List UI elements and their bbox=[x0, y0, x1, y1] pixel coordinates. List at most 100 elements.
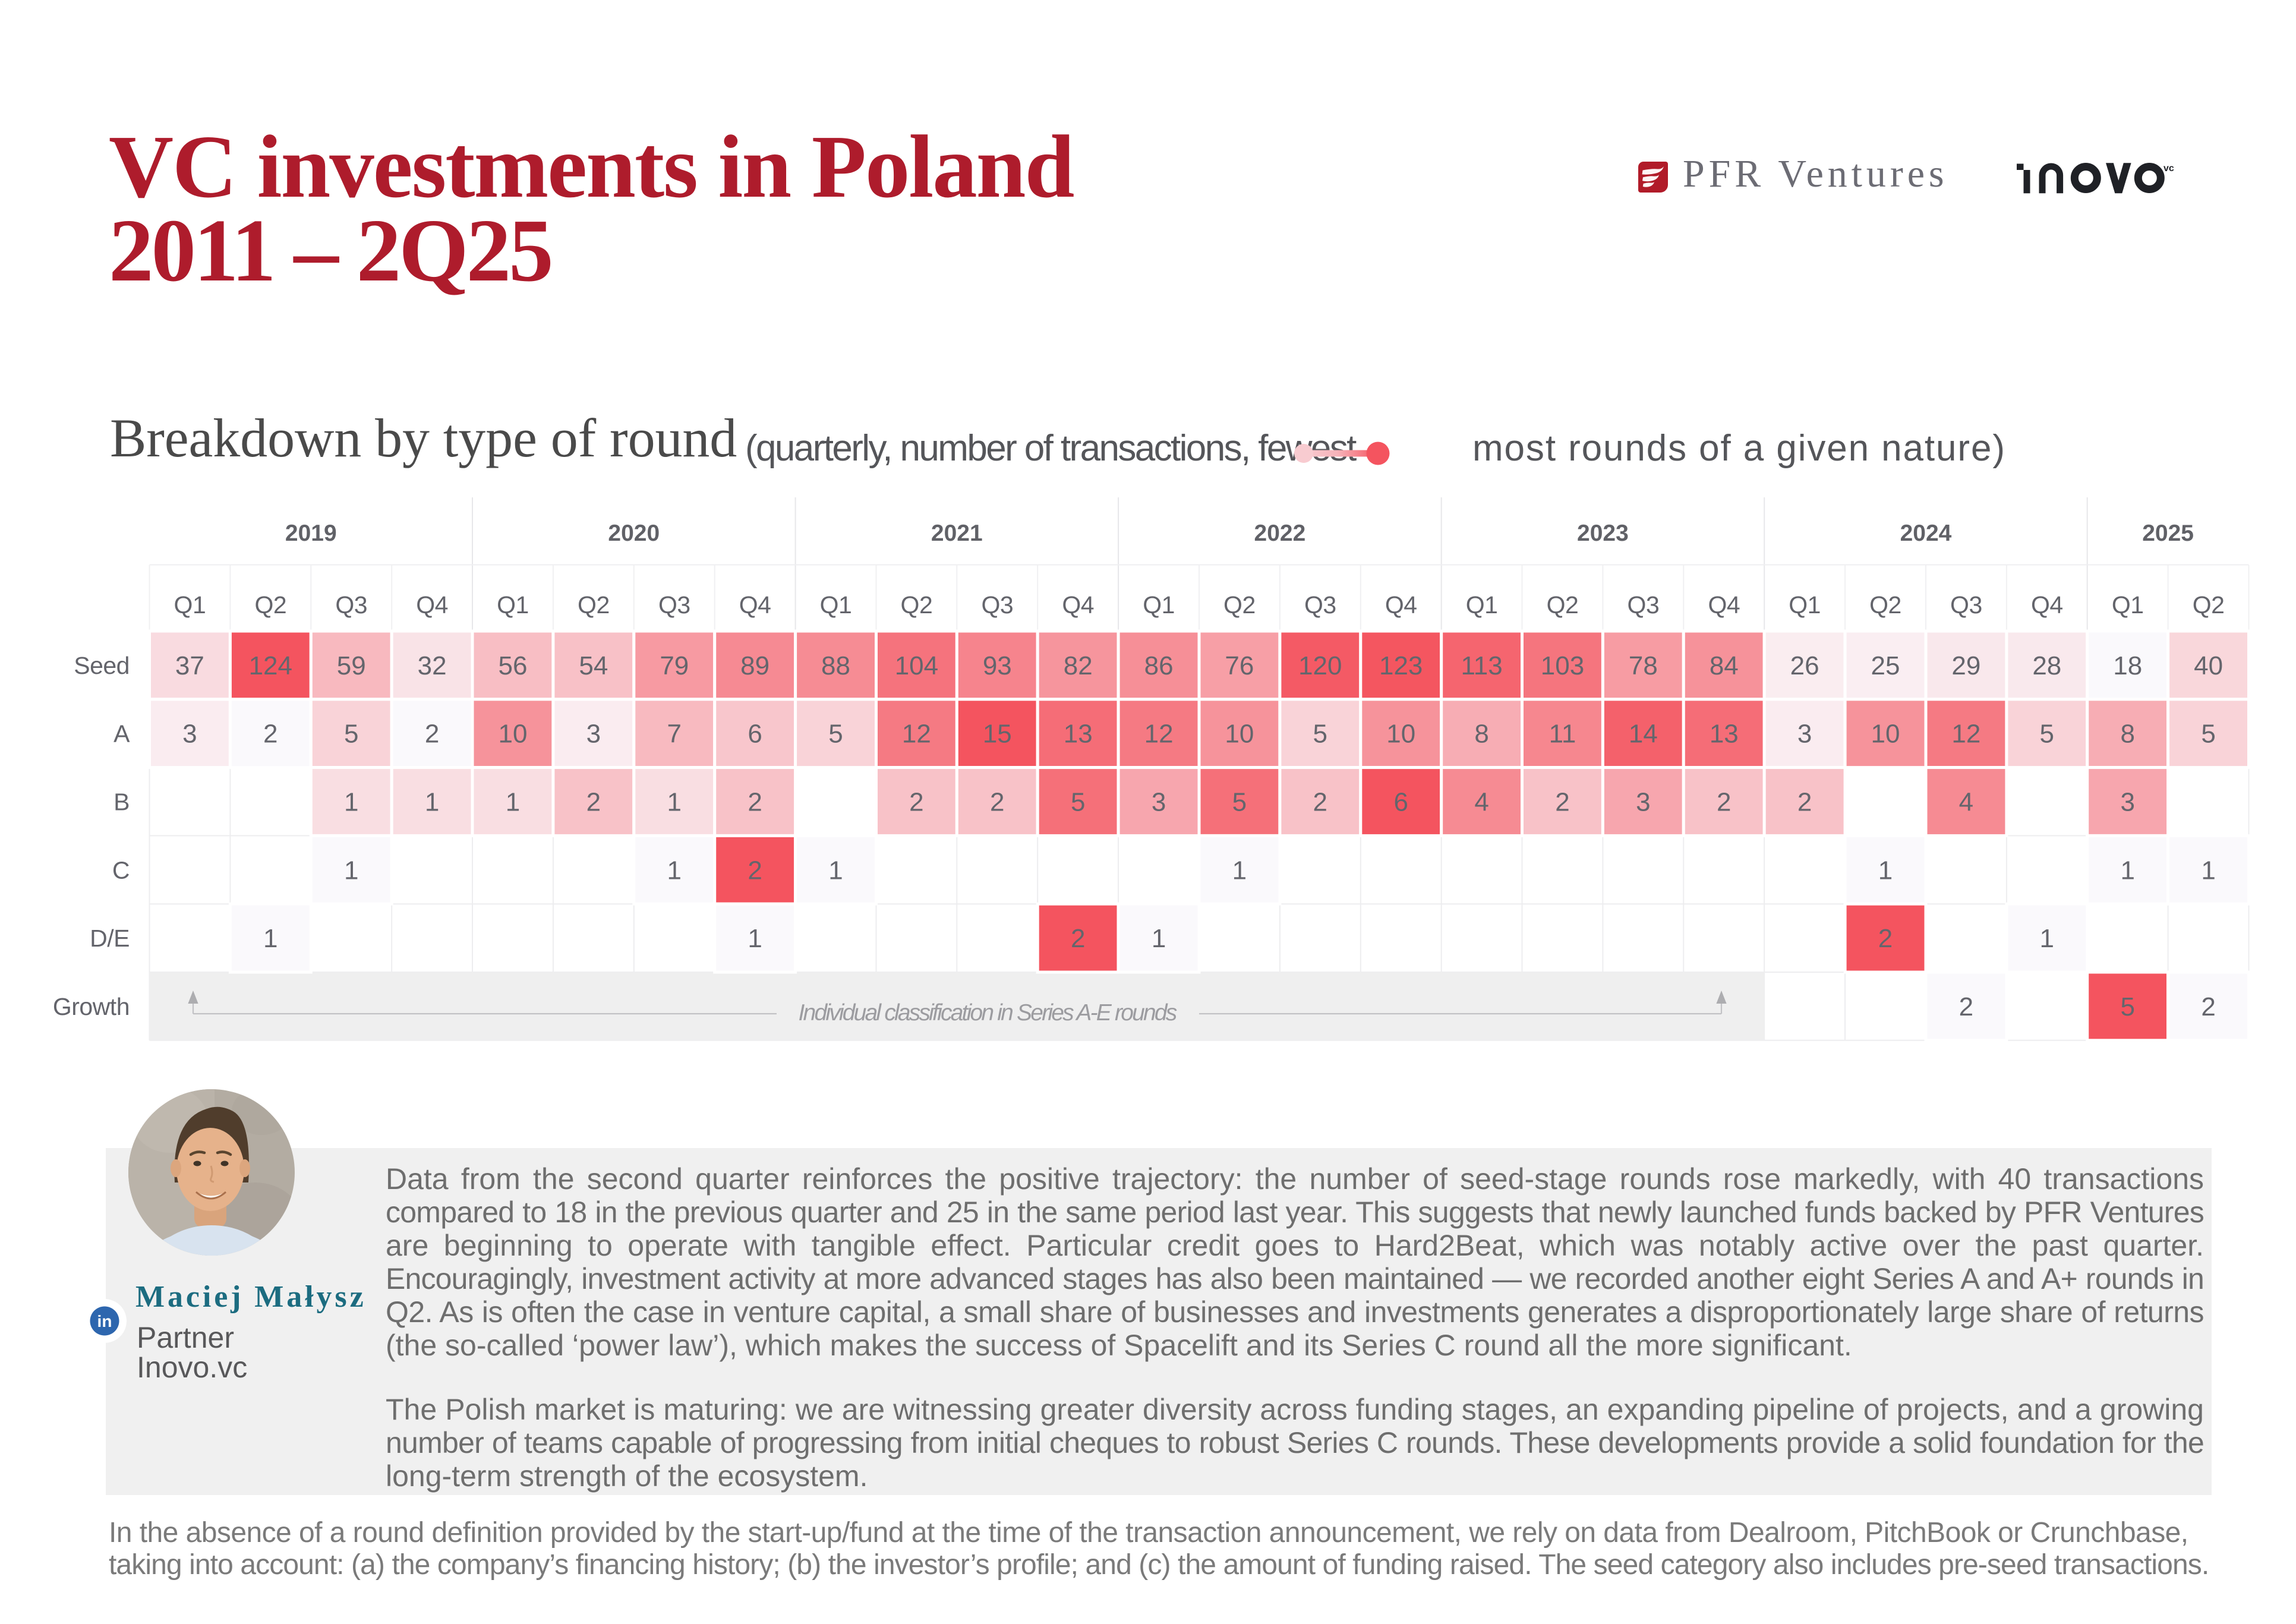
svg-text:4: 4 bbox=[1959, 788, 1973, 817]
svg-text:Q3: Q3 bbox=[981, 591, 1013, 619]
svg-text:1: 1 bbox=[263, 924, 277, 953]
svg-text:93: 93 bbox=[983, 651, 1012, 680]
svg-text:Q3: Q3 bbox=[658, 591, 690, 619]
svg-text:Q4: Q4 bbox=[1385, 591, 1417, 619]
svg-text:Q3: Q3 bbox=[1628, 591, 1660, 619]
svg-text:Individual classification in S: Individual classification in Series A-E … bbox=[799, 1000, 1177, 1026]
svg-text:2: 2 bbox=[909, 788, 923, 817]
svg-text:56: 56 bbox=[499, 651, 528, 680]
svg-text:Seed: Seed bbox=[74, 652, 130, 679]
svg-text:Q1: Q1 bbox=[174, 591, 206, 619]
svg-text:1: 1 bbox=[1878, 856, 1893, 885]
svg-text:120: 120 bbox=[1298, 651, 1342, 680]
svg-text:2: 2 bbox=[1717, 788, 1731, 817]
svg-text:113: 113 bbox=[1461, 651, 1503, 680]
svg-text:78: 78 bbox=[1629, 651, 1658, 680]
svg-text:5: 5 bbox=[828, 720, 843, 749]
svg-text:5: 5 bbox=[2040, 720, 2054, 749]
svg-text:Q3: Q3 bbox=[335, 591, 367, 619]
svg-text:5: 5 bbox=[1232, 788, 1247, 817]
svg-text:2025: 2025 bbox=[2142, 521, 2194, 546]
svg-text:2: 2 bbox=[425, 720, 439, 749]
svg-text:Q2: Q2 bbox=[1869, 591, 1901, 619]
svg-text:2: 2 bbox=[748, 856, 762, 885]
svg-text:2: 2 bbox=[1071, 924, 1085, 953]
svg-text:Q4: Q4 bbox=[416, 591, 448, 619]
svg-text:103: 103 bbox=[1541, 651, 1584, 680]
svg-text:2: 2 bbox=[990, 788, 1004, 817]
svg-text:Q4: Q4 bbox=[1708, 591, 1740, 619]
svg-text:Q2: Q2 bbox=[578, 591, 610, 619]
svg-text:Q2: Q2 bbox=[1547, 591, 1579, 619]
svg-text:1: 1 bbox=[1152, 924, 1166, 953]
svg-text:10: 10 bbox=[499, 720, 528, 749]
svg-text:40: 40 bbox=[2194, 651, 2223, 680]
svg-text:2023: 2023 bbox=[1577, 521, 1629, 546]
svg-text:2: 2 bbox=[1959, 992, 1973, 1021]
svg-text:88: 88 bbox=[821, 651, 850, 680]
svg-text:1: 1 bbox=[1232, 856, 1247, 885]
svg-text:Q1: Q1 bbox=[1143, 591, 1175, 619]
svg-text:2: 2 bbox=[1555, 788, 1569, 817]
svg-text:13: 13 bbox=[1064, 720, 1093, 749]
svg-text:B: B bbox=[113, 789, 130, 816]
svg-text:14: 14 bbox=[1629, 720, 1658, 749]
svg-text:Q1: Q1 bbox=[2112, 591, 2144, 619]
svg-text:5: 5 bbox=[344, 720, 358, 749]
svg-text:54: 54 bbox=[579, 651, 608, 680]
svg-text:3: 3 bbox=[1152, 788, 1166, 817]
svg-text:C: C bbox=[112, 856, 130, 884]
svg-text:5: 5 bbox=[2120, 992, 2134, 1021]
svg-text:37: 37 bbox=[175, 651, 204, 680]
svg-text:104: 104 bbox=[895, 651, 938, 680]
svg-text:Q1: Q1 bbox=[1466, 591, 1498, 619]
svg-text:Q2: Q2 bbox=[1223, 591, 1256, 619]
svg-text:1: 1 bbox=[828, 856, 843, 885]
svg-text:2020: 2020 bbox=[608, 521, 660, 546]
svg-text:1: 1 bbox=[2120, 856, 2134, 885]
svg-text:1: 1 bbox=[344, 856, 358, 885]
svg-text:2022: 2022 bbox=[1254, 521, 1306, 546]
svg-text:1: 1 bbox=[667, 788, 682, 817]
svg-text:124: 124 bbox=[249, 651, 292, 680]
svg-text:59: 59 bbox=[337, 651, 366, 680]
svg-text:10: 10 bbox=[1386, 720, 1415, 749]
svg-text:82: 82 bbox=[1064, 651, 1093, 680]
svg-text:1: 1 bbox=[2201, 856, 2215, 885]
svg-text:Q3: Q3 bbox=[1950, 591, 1982, 619]
svg-text:11: 11 bbox=[1549, 720, 1576, 749]
svg-text:Q2: Q2 bbox=[901, 591, 933, 619]
svg-text:12: 12 bbox=[902, 720, 931, 749]
svg-text:2: 2 bbox=[748, 788, 762, 817]
svg-text:1: 1 bbox=[748, 924, 762, 953]
svg-text:2: 2 bbox=[1797, 788, 1812, 817]
svg-text:3: 3 bbox=[2120, 788, 2134, 817]
svg-text:1: 1 bbox=[506, 788, 520, 817]
svg-text:Q2: Q2 bbox=[2193, 591, 2225, 619]
svg-text:Q4: Q4 bbox=[1062, 591, 1094, 619]
svg-text:vc: vc bbox=[2163, 163, 2174, 174]
svg-text:10: 10 bbox=[1871, 720, 1900, 749]
svg-text:5: 5 bbox=[1313, 720, 1327, 749]
svg-text:Growth: Growth bbox=[53, 993, 130, 1020]
svg-text:2: 2 bbox=[263, 720, 277, 749]
svg-text:1: 1 bbox=[2040, 924, 2054, 953]
svg-text:2021: 2021 bbox=[931, 521, 983, 546]
svg-text:10: 10 bbox=[1225, 720, 1254, 749]
svg-text:Q2: Q2 bbox=[254, 591, 286, 619]
svg-text:15: 15 bbox=[983, 720, 1012, 749]
svg-text:Q1: Q1 bbox=[820, 591, 852, 619]
svg-text:7: 7 bbox=[667, 720, 682, 749]
svg-text:28: 28 bbox=[2032, 651, 2061, 680]
svg-text:3: 3 bbox=[586, 720, 601, 749]
svg-text:2: 2 bbox=[2201, 992, 2215, 1021]
svg-text:2: 2 bbox=[1878, 924, 1893, 953]
svg-text:89: 89 bbox=[740, 651, 769, 680]
svg-text:12: 12 bbox=[1951, 720, 1980, 749]
svg-text:6: 6 bbox=[748, 720, 762, 749]
svg-text:2: 2 bbox=[586, 788, 601, 817]
svg-text:84: 84 bbox=[1710, 651, 1739, 680]
svg-text:76: 76 bbox=[1225, 651, 1254, 680]
svg-text:3: 3 bbox=[1636, 788, 1650, 817]
svg-text:Q1: Q1 bbox=[497, 591, 529, 619]
